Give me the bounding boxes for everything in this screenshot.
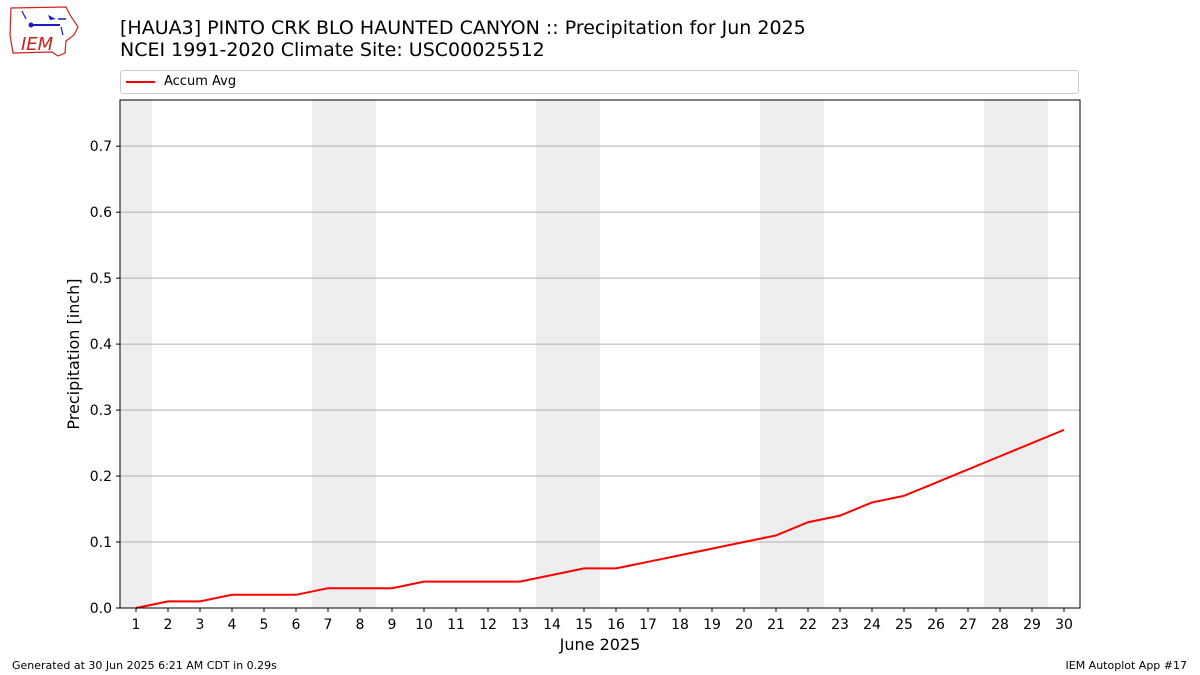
y-tick-label: 0.6 (90, 205, 112, 221)
x-tick-label: 10 (415, 617, 433, 633)
chart-title: [HAUA3] PINTO CRK BLO HAUNTED CANYON :: … (120, 17, 806, 61)
x-tick-label: 22 (799, 617, 817, 633)
weekend-band (344, 100, 376, 608)
x-ticks: 1 2 3 4 5 6 7 8 9 10 11 12 13 14 15 16 17 18 19 20 21 22 23 24 2… (132, 608, 1073, 633)
title-line-2: NCEI 1991-2020 Climate Site: USC00025512 (120, 39, 545, 61)
legend-label: Accum Avg (164, 74, 237, 89)
title-line-1: [HAUA3] PINTO CRK BLO HAUNTED CANYON :: … (120, 17, 806, 39)
weekend-band (1016, 100, 1048, 608)
y-axis-label: Precipitation [inch] (64, 278, 83, 429)
x-tick-label: 25 (895, 617, 913, 633)
x-tick-label: 7 (324, 617, 333, 633)
y-tick-label: 0.0 (90, 601, 112, 617)
x-tick-label: 27 (959, 617, 977, 633)
x-tick-label: 8 (356, 617, 365, 633)
weekend-band (536, 100, 568, 608)
grid-lines (120, 145, 1080, 543)
y-tick-label: 0.1 (90, 535, 112, 551)
x-tick-label: 28 (991, 617, 1009, 633)
iem-logo: IEM (9, 6, 79, 57)
x-tick-label: 18 (671, 617, 689, 633)
x-tick-label: 6 (292, 617, 301, 633)
x-tick-label: 16 (607, 617, 625, 633)
y-tick-label: 0.3 (90, 403, 112, 419)
x-tick-label: 4 (228, 617, 237, 633)
plot-frame (119, 99, 1081, 609)
x-tick-label: 5 (260, 617, 269, 633)
x-tick-label: 17 (639, 617, 657, 633)
generated-note: Generated at 30 Jun 2025 6:21 AM CDT in … (12, 659, 277, 672)
x-tick-label: 12 (479, 617, 497, 633)
weekend-band (760, 100, 792, 608)
x-tick-label: 23 (831, 617, 849, 633)
series-lines (135, 428, 1065, 609)
x-tick-label: 29 (1023, 617, 1041, 633)
weekend-band (792, 100, 824, 608)
x-tick-label: 14 (543, 617, 561, 633)
x-tick-label: 11 (447, 617, 465, 633)
legend: Accum Avg (120, 70, 1079, 94)
weekend-bands (120, 100, 1048, 608)
x-tick-label: 21 (767, 617, 785, 633)
weekend-band (312, 100, 344, 608)
y-tick-label: 0.5 (90, 271, 112, 287)
y-tick-label: 0.2 (90, 469, 112, 485)
weekend-band (568, 100, 600, 608)
x-tick-label: 15 (575, 617, 593, 633)
x-axis-label: June 2025 (559, 635, 641, 654)
x-tick-label: 24 (863, 617, 881, 633)
weekend-band (984, 100, 1016, 608)
x-tick-label: 30 (1055, 617, 1073, 633)
logo-text: IEM (21, 34, 54, 55)
y-ticks: 0.0 0.1 0.2 0.3 0.4 0.5 0.6 0.7 (90, 139, 120, 617)
x-tick-label: 1 (132, 617, 141, 633)
x-tick-label: 3 (196, 617, 205, 633)
legend-swatch (126, 81, 155, 83)
x-tick-label: 13 (511, 617, 529, 633)
series-line (135, 428, 1065, 609)
y-tick-label: 0.7 (90, 139, 112, 155)
x-tick-label: 2 (164, 617, 173, 633)
weekend-band (120, 100, 152, 608)
app-note: IEM Autoplot App #17 (1065, 659, 1188, 672)
x-tick-label: 26 (927, 617, 945, 633)
x-tick-label: 9 (388, 617, 397, 633)
x-tick-label: 20 (735, 617, 753, 633)
x-tick-label: 19 (703, 617, 721, 633)
y-tick-label: 0.4 (90, 337, 112, 353)
